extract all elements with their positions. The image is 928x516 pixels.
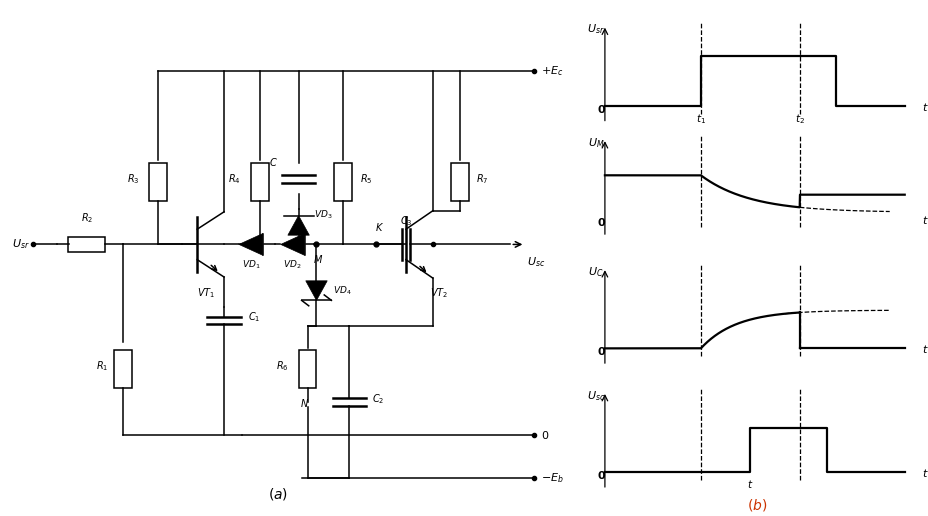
Text: $U_{sc}$: $U_{sc}$ [526, 255, 545, 269]
Text: $t_2$: $t_2$ [794, 112, 804, 125]
Text: $t$: $t$ [922, 101, 928, 112]
Text: $t$: $t$ [922, 214, 928, 226]
Text: $VD_3$: $VD_3$ [313, 208, 331, 221]
Text: $VD_2$: $VD_2$ [283, 258, 302, 271]
Text: $VD_4$: $VD_4$ [333, 284, 352, 297]
Text: $R_1$: $R_1$ [96, 359, 108, 373]
Polygon shape [288, 216, 309, 235]
Text: $\mathbf{0}$: $\mathbf{0}$ [597, 103, 606, 115]
Bar [334, 163, 352, 201]
Text: $\mathbf{0}$: $\mathbf{0}$ [597, 469, 606, 481]
Text: $U_M$: $U_M$ [587, 136, 603, 150]
Text: $+E_c$: $+E_c$ [541, 63, 563, 77]
Text: $(a)$: $(a)$ [267, 487, 288, 503]
Text: $VT_1$: $VT_1$ [197, 286, 215, 300]
Text: $U_C$: $U_C$ [587, 265, 603, 279]
Text: $R_7$: $R_7$ [475, 172, 488, 186]
Text: $R_6$: $R_6$ [276, 359, 289, 373]
Text: $R_3$: $R_3$ [127, 172, 139, 186]
Text: $N$: $N$ [300, 397, 309, 409]
Text: $U_{sr}$: $U_{sr}$ [586, 22, 604, 36]
Bar [450, 163, 468, 201]
Text: $t_1$: $t_1$ [695, 112, 705, 125]
Text: $0$: $0$ [541, 428, 549, 441]
Polygon shape [238, 234, 263, 255]
Text: $t$: $t$ [746, 478, 753, 490]
Polygon shape [305, 281, 327, 300]
Bar [113, 350, 132, 389]
Text: $-E_b$: $-E_b$ [541, 471, 563, 485]
Polygon shape [280, 234, 304, 255]
Bar [149, 163, 167, 201]
Text: $K$: $K$ [374, 221, 383, 233]
Bar [251, 163, 268, 201]
Text: $R_5$: $R_5$ [359, 172, 372, 186]
Text: $C_1$: $C_1$ [248, 311, 260, 324]
Text: $M$: $M$ [313, 253, 322, 265]
Text: $VD_1$: $VD_1$ [241, 258, 260, 271]
Text: $t$: $t$ [922, 343, 928, 355]
Text: $U_{sr}$: $U_{sr}$ [12, 237, 30, 251]
Text: $\mathbf{0}$: $\mathbf{0}$ [597, 345, 606, 358]
Text: $U_{sc}$: $U_{sc}$ [586, 389, 604, 402]
Text: $C$: $C$ [269, 156, 277, 168]
Text: $C_2$: $C_2$ [371, 392, 384, 406]
Text: $t$: $t$ [922, 467, 928, 479]
Text: $(b)$: $(b)$ [746, 497, 767, 513]
Text: $R_2$: $R_2$ [81, 212, 93, 225]
Text: $VT_2$: $VT_2$ [430, 286, 447, 300]
Text: $C_3$: $C_3$ [399, 214, 412, 228]
Text: $\mathbf{0}$: $\mathbf{0}$ [597, 216, 606, 229]
Bar [298, 350, 316, 389]
Text: $R_4$: $R_4$ [228, 172, 241, 186]
Bar [69, 237, 105, 252]
